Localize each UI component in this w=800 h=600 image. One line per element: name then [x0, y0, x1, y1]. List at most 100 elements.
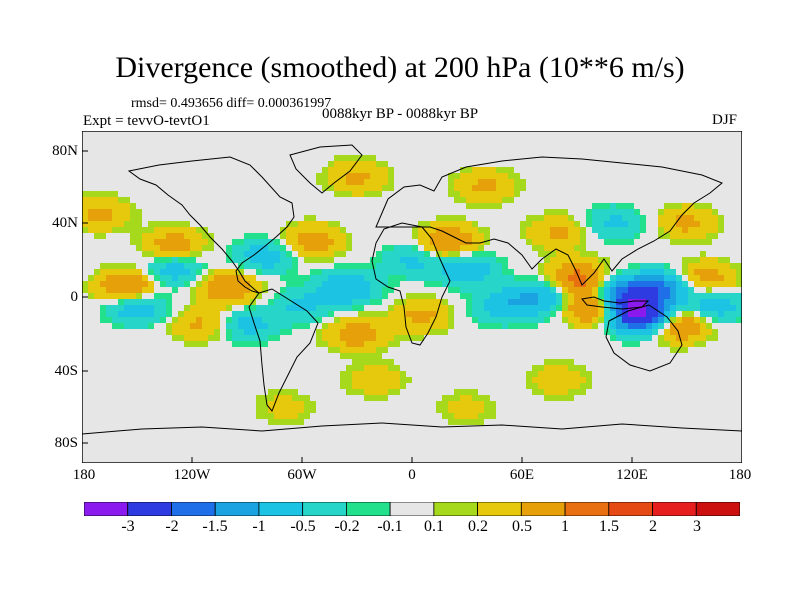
field-cell [484, 413, 490, 419]
field-cell [340, 251, 346, 257]
field-cell [568, 281, 574, 287]
field-cell [244, 245, 250, 251]
field-cell [490, 401, 496, 407]
field-cell [334, 173, 340, 179]
field-cell [328, 173, 334, 179]
field-cell [574, 269, 580, 275]
field-cell [586, 299, 592, 305]
field-cell [670, 335, 676, 341]
field-cell [160, 221, 166, 227]
field-cell [370, 167, 376, 173]
field-cell [286, 275, 292, 281]
field-cell [622, 269, 628, 275]
field-cell [286, 263, 292, 269]
field-cell [688, 221, 694, 227]
field-cell [346, 293, 352, 299]
field-cell [472, 401, 478, 407]
field-cell [370, 395, 376, 401]
field-cell [382, 377, 388, 383]
field-cell [628, 323, 634, 329]
field-cell [526, 215, 532, 221]
field-cell [316, 233, 322, 239]
field-cell [532, 317, 538, 323]
field-cell [370, 383, 376, 389]
field-cell [106, 305, 112, 311]
field-cell [262, 239, 268, 245]
field-cell [88, 227, 94, 233]
field-cell [202, 293, 208, 299]
field-cell [400, 245, 406, 251]
field-cell [412, 335, 418, 341]
field-cell [610, 293, 616, 299]
field-cell [190, 287, 196, 293]
field-cell [460, 275, 466, 281]
field-cell [352, 383, 358, 389]
field-cell [706, 269, 712, 275]
field-cell [358, 179, 364, 185]
field-cell [574, 239, 580, 245]
field-cell [694, 215, 700, 221]
field-cell [154, 293, 160, 299]
field-cell [376, 347, 382, 353]
field-cell [286, 419, 292, 425]
field-cell [376, 341, 382, 347]
field-cell [472, 167, 478, 173]
field-cell [196, 227, 202, 233]
field-cell [658, 341, 664, 347]
field-cell [358, 305, 364, 311]
field-cell [370, 341, 376, 347]
field-cell [340, 275, 346, 281]
field-cell [352, 179, 358, 185]
field-cell [130, 209, 136, 215]
field-cell [442, 239, 448, 245]
field-cell [730, 299, 736, 305]
field-cell [334, 239, 340, 245]
field-cell [190, 275, 196, 281]
field-cell [406, 245, 412, 251]
field-cell [106, 281, 112, 287]
field-cell [520, 287, 526, 293]
field-cell [622, 335, 628, 341]
field-cell [568, 239, 574, 245]
field-cell [376, 275, 382, 281]
field-cell [190, 341, 196, 347]
field-cell [130, 227, 136, 233]
field-cell [88, 209, 94, 215]
field-cell [376, 353, 382, 359]
field-cell [382, 329, 388, 335]
field-cell [706, 263, 712, 269]
field-cell [376, 359, 382, 365]
coastline-south-america [248, 288, 319, 412]
field-cell [388, 185, 394, 191]
field-cell [538, 371, 544, 377]
field-cell [568, 221, 574, 227]
field-cell [106, 293, 112, 299]
field-cell [298, 293, 304, 299]
field-cell [586, 221, 592, 227]
field-cell [316, 173, 322, 179]
field-cell [616, 215, 622, 221]
field-cell [442, 323, 448, 329]
field-cell [268, 329, 274, 335]
field-cell [358, 281, 364, 287]
field-cell [418, 293, 424, 299]
field-cell [658, 311, 664, 317]
field-cell [160, 281, 166, 287]
field-cell [304, 305, 310, 311]
field-cell [352, 341, 358, 347]
field-cell [466, 287, 472, 293]
field-cell [430, 311, 436, 317]
field-cell [580, 305, 586, 311]
field-cell [232, 287, 238, 293]
field-cell [604, 281, 610, 287]
field-cell [238, 341, 244, 347]
field-cell [166, 311, 172, 317]
field-cell [688, 233, 694, 239]
field-cell [130, 281, 136, 287]
field-cell [424, 227, 430, 233]
field-cell [340, 245, 346, 251]
field-cell [286, 317, 292, 323]
field-cell [574, 365, 580, 371]
field-cell [490, 179, 496, 185]
field-cell [400, 305, 406, 311]
